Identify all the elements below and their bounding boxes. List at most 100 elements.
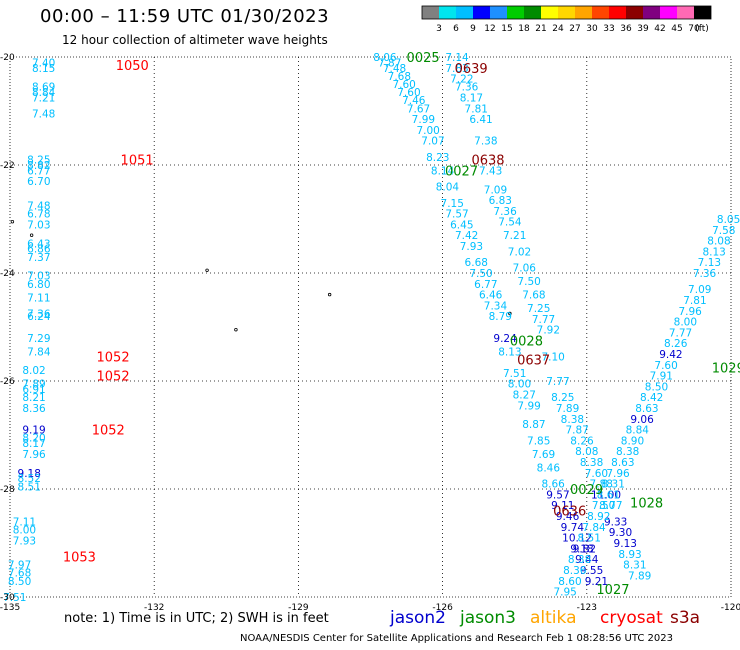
swh-point: 8.13	[702, 246, 725, 258]
pass-time-label: 0636	[553, 505, 586, 520]
swh-point: 7.51	[503, 368, 526, 380]
pass-time-label: 1028	[630, 497, 663, 512]
swh-point: 7.57	[445, 209, 468, 221]
pass-time-label: 1053	[63, 551, 96, 566]
colorbar-swatch	[660, 6, 677, 19]
swh-point: 8.50	[645, 381, 668, 393]
swh-point: 8.77	[599, 500, 622, 512]
swh-point: 7.77	[546, 376, 569, 388]
swh-point: 7.48	[383, 63, 406, 75]
swh-point: 7.42	[455, 230, 478, 242]
swh-point: 7.15	[441, 198, 464, 210]
swh-point: 6.77	[474, 279, 497, 291]
swh-point: 6.43	[27, 238, 50, 250]
swh-point: 6.45	[450, 219, 473, 231]
swh-point: 7.60	[397, 87, 420, 99]
colorbar-swatch	[694, 6, 711, 19]
colorbar-frame	[421, 5, 712, 20]
swh-point: 8.38	[568, 554, 591, 566]
legend-entry-jason2: jason2	[390, 608, 446, 628]
pass-time-label: 0027	[445, 164, 478, 179]
swh-point: 7.36	[27, 309, 51, 321]
colorbar-label: 70	[688, 24, 700, 34]
swh-point: 7.07	[421, 136, 444, 148]
colorbar-label: 45	[671, 24, 682, 34]
swh-point: 7.92	[537, 325, 560, 337]
y-tick-label: -30	[0, 593, 15, 603]
swh-point: 7.85	[527, 435, 550, 447]
swh-point: 7.43	[479, 165, 502, 177]
colorbar-swatch	[490, 6, 507, 19]
swh-point: 8.79	[489, 311, 512, 323]
pass-time-label: 1052	[97, 370, 130, 385]
colorbar-swatch	[541, 6, 558, 19]
swh-point: 8.84	[32, 87, 56, 99]
swh-point: 7.25	[527, 303, 550, 315]
swh-point: 8.27	[513, 390, 536, 402]
swh-point: 7.10	[541, 352, 564, 364]
swh-point: 8.61	[597, 489, 620, 501]
colorbar-swatch	[626, 6, 643, 19]
swh-point: 9.57	[546, 489, 569, 501]
legend-entry-jason3: jason3	[460, 608, 516, 628]
swh-point: 8.14	[431, 165, 455, 177]
swh-point: 7.29	[27, 333, 50, 345]
time-labels: 1050 1051 1052 1052 1052 1053 0025 0639 06380027…	[63, 51, 740, 598]
swh-point: 7.09	[484, 184, 507, 196]
footnote: note: 1) Time is in UTC; 2) SWH is in fe…	[64, 611, 329, 626]
swh-point: 9.74	[561, 522, 585, 534]
swh-point: 8.38	[561, 414, 584, 426]
swh-point: 9.19	[22, 425, 45, 437]
y-tick-label: -26	[0, 377, 15, 387]
swh-point: 7.00	[416, 125, 439, 137]
swh-point: 7.54	[498, 217, 522, 229]
swh-point: 7.48	[27, 201, 50, 213]
swh-point: 7.11	[13, 516, 36, 528]
x-tick-label: -126	[432, 603, 453, 613]
swh-point: 7.84	[582, 522, 606, 534]
legend-entry-altika: altika	[530, 608, 577, 628]
x-tick-label: -132	[144, 603, 164, 613]
pass-time-label: 1027	[596, 583, 629, 598]
swh-point: 7.97	[8, 560, 31, 572]
colorbar-label: 21	[535, 24, 546, 34]
swh-point: 7.93	[13, 535, 36, 547]
swh-point: 7.88	[590, 479, 613, 491]
swh-point: 7.36	[493, 206, 517, 218]
swh-point: 8.17	[22, 438, 45, 450]
colorbar-label: 27	[569, 24, 580, 34]
swh-point: 7.77	[532, 314, 555, 326]
colorbar-label: 39	[637, 24, 649, 34]
colorbar-swatch	[439, 6, 456, 19]
swh-point: 7.67	[407, 103, 430, 115]
pass-time-label: 0637	[517, 353, 550, 368]
island-speck	[205, 268, 209, 272]
colorbar-swatch	[575, 6, 592, 19]
swh-point: 7.77	[669, 327, 692, 339]
pass-time-label: 1051	[121, 154, 154, 169]
swh-point: 8.23	[426, 152, 449, 164]
swh-point: 8.04	[436, 182, 460, 194]
swh-point: 9.55	[580, 565, 603, 577]
x-tick-label: -135	[0, 603, 20, 613]
chart-subtitle: 12 hour collection of altimeter wave hei…	[62, 33, 328, 47]
swh-point: 7.68	[8, 568, 31, 580]
chart-title: 00:00 – 11:59 UTC 01/30/2023	[40, 6, 330, 27]
swh-point: 9.18	[18, 468, 41, 480]
swh-point: 8.51	[578, 533, 601, 545]
swh-point: 8.69	[32, 82, 55, 94]
pass-time-label: 1052	[97, 351, 130, 366]
colorbar-label: 36	[620, 24, 632, 34]
swh-point: 7.34	[484, 300, 508, 312]
swh-point: 7.69	[532, 449, 555, 461]
colorbar-swatch	[592, 6, 609, 19]
swh-point: 8.00	[13, 525, 36, 537]
swh-point: 6.41	[469, 114, 492, 126]
colorbar-swatch	[677, 6, 694, 19]
swh-point: 7.68	[522, 290, 545, 302]
swh-point: 9.46	[556, 511, 580, 523]
swh-point: 7.02	[508, 246, 531, 258]
swh-point: 8.66	[541, 479, 565, 491]
swh-point: 7.21	[32, 93, 55, 105]
